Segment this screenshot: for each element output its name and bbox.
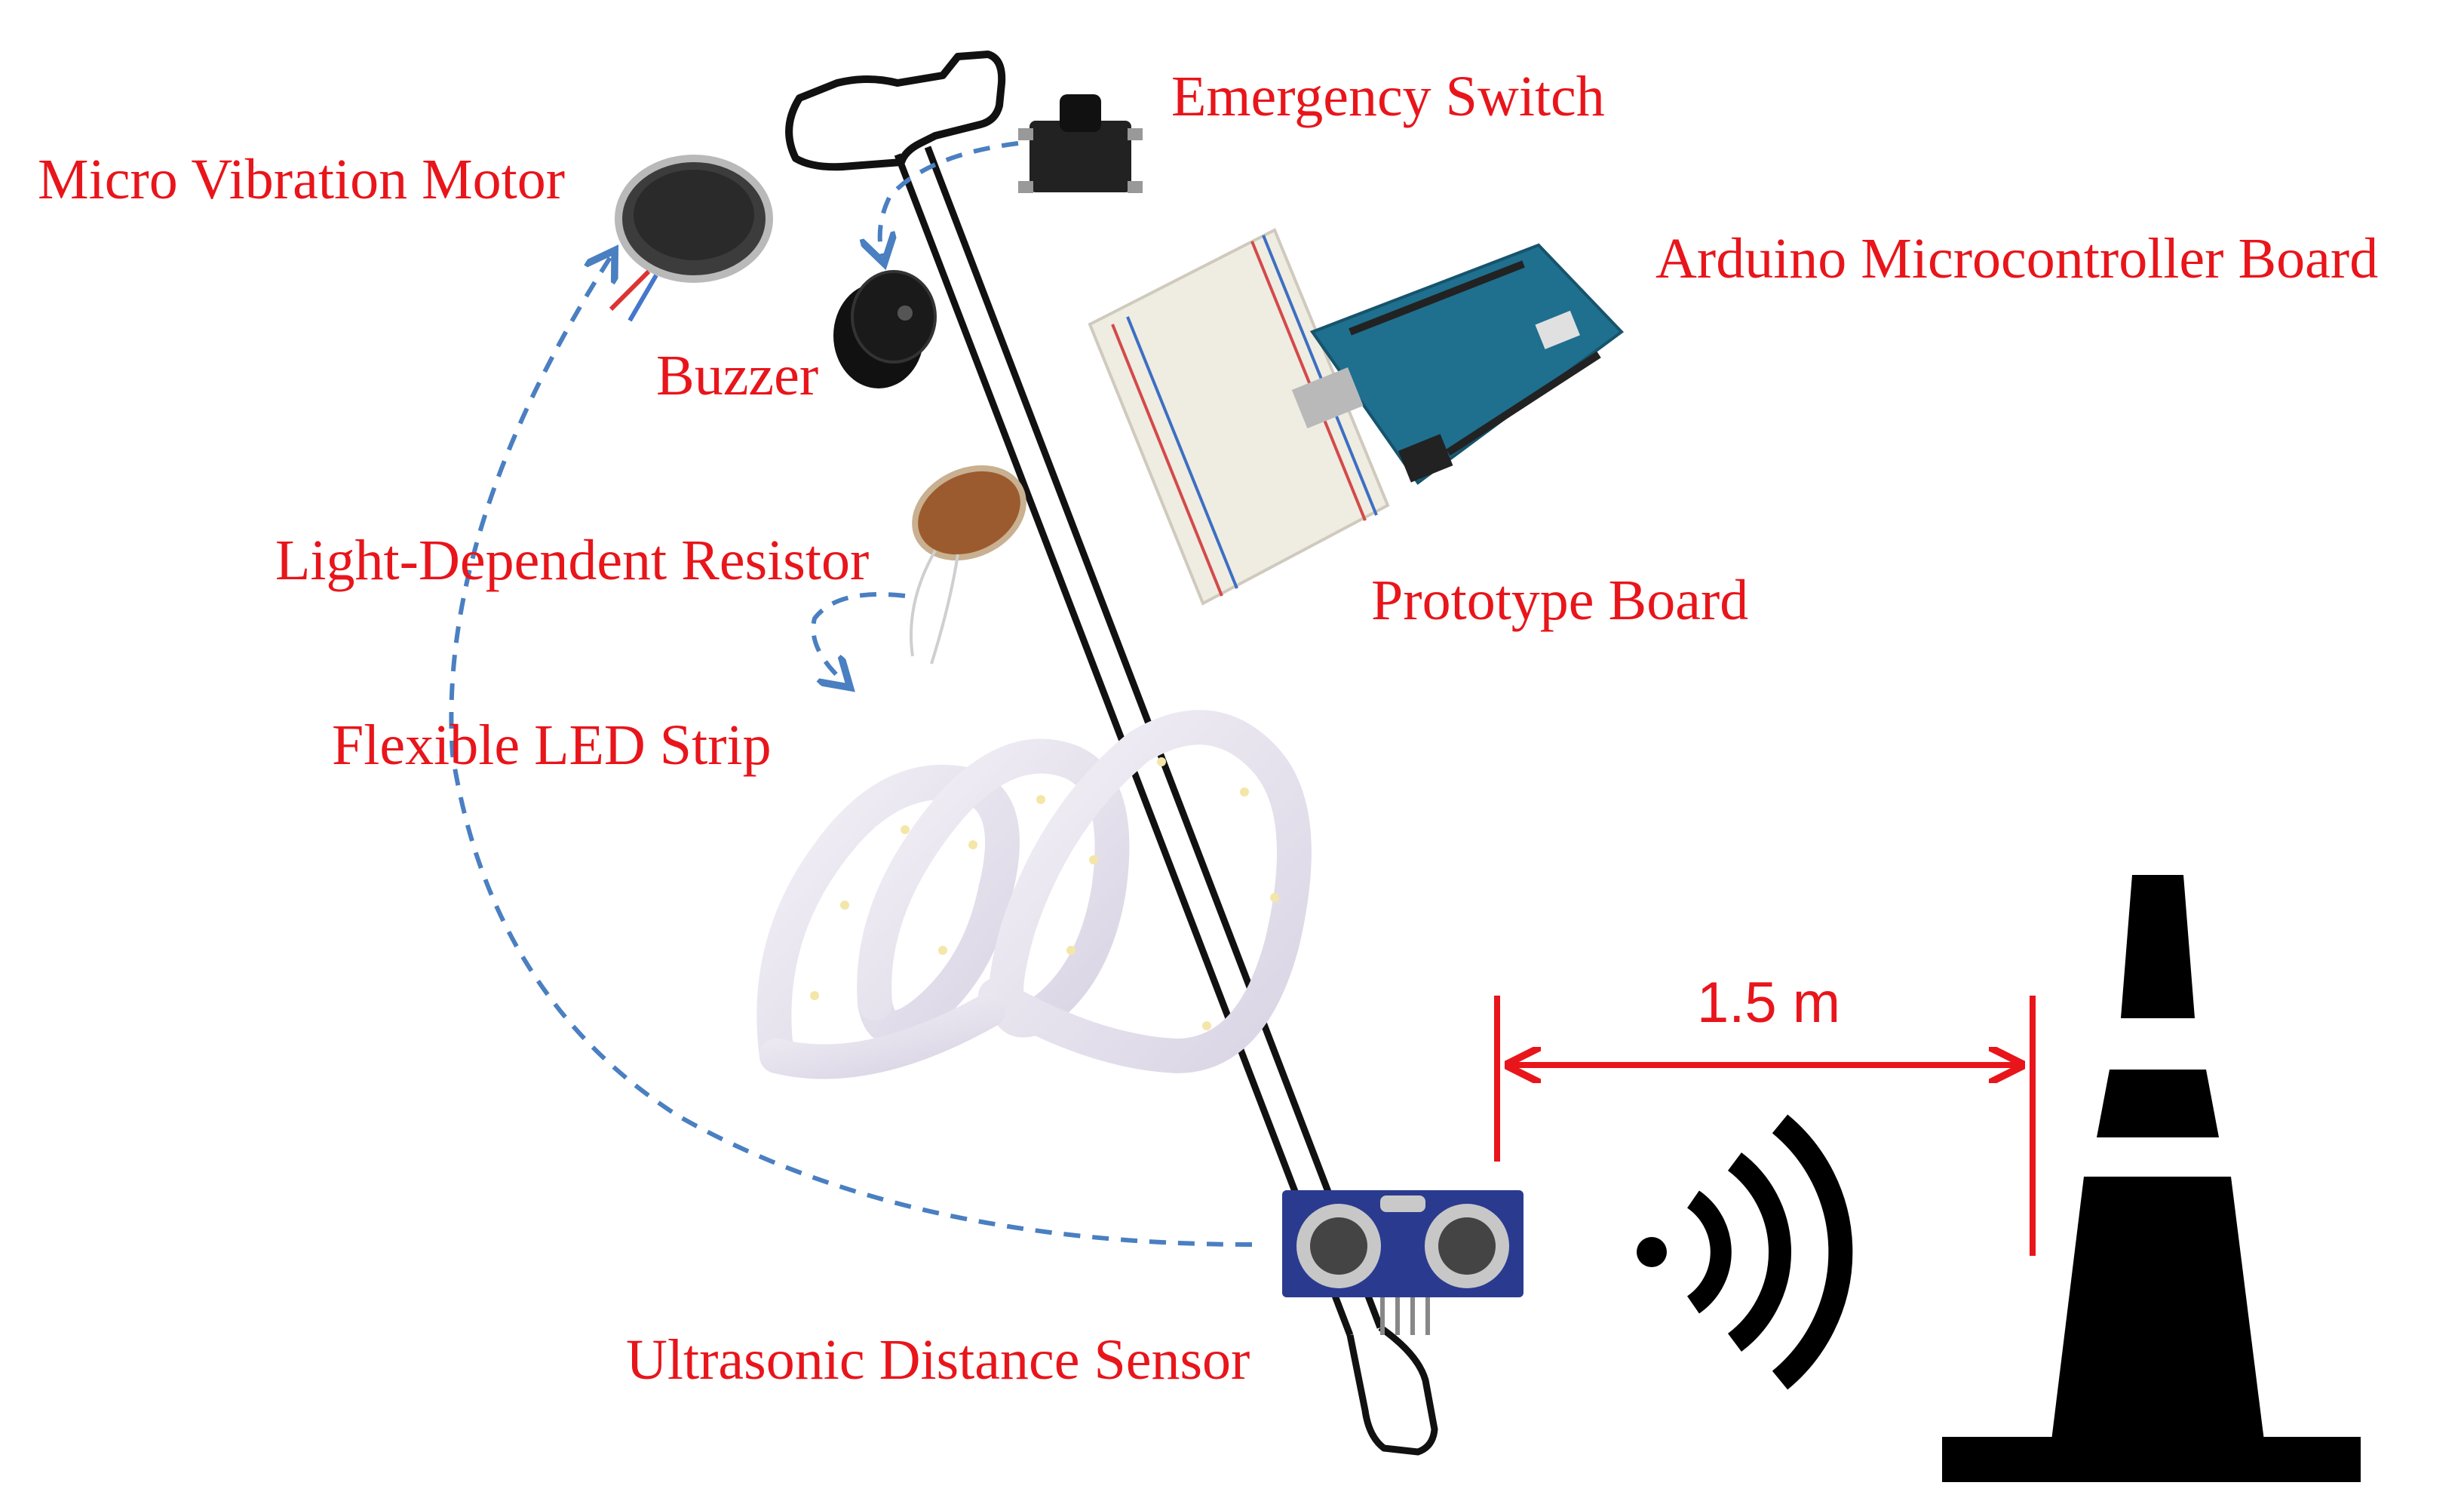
ldr-label: Light-Dependent Resistor: [275, 529, 870, 592]
ultrasonic-sensor-component: [1282, 1190, 1524, 1335]
buzzer-label: Buzzer: [656, 344, 819, 407]
vibration-motor-label: Micro Vibration Motor: [38, 148, 566, 211]
prototype-board-label: Prototype Board: [1371, 569, 1749, 632]
arduino-board-label: Arduino Microcontroller Board: [1655, 227, 2379, 290]
ldr-component: [910, 465, 1026, 664]
emergency-switch-component: [1018, 94, 1143, 193]
arrow-switch-to-buzzer: [880, 141, 1019, 256]
prototype-board-component: [1088, 228, 1390, 606]
traffic-cone-icon: [1942, 875, 2361, 1482]
arrow-sensor-to-motor: [449, 256, 1253, 1247]
vibration-motor-component: [609, 155, 773, 322]
arrow-ldr-to-led: [811, 592, 906, 683]
emergency-switch-label: Emergency Switch: [1171, 65, 1605, 128]
ultrasonic-sensor-label: Ultrasonic Distance Sensor: [626, 1328, 1250, 1392]
arduino-board-component: [1291, 243, 1625, 485]
distance-indicator: [1494, 996, 2036, 1256]
distance-label: 1.5 m: [1697, 971, 1841, 1035]
led-strip-component: [756, 710, 1312, 1079]
wifi-signal-icon: [1637, 1114, 1853, 1390]
led-strip-label: Flexible LED Strip: [332, 714, 772, 777]
buzzer-component: [833, 270, 937, 388]
connection-arrows: [449, 141, 1253, 1247]
led-strip-dots: [810, 757, 1279, 1030]
